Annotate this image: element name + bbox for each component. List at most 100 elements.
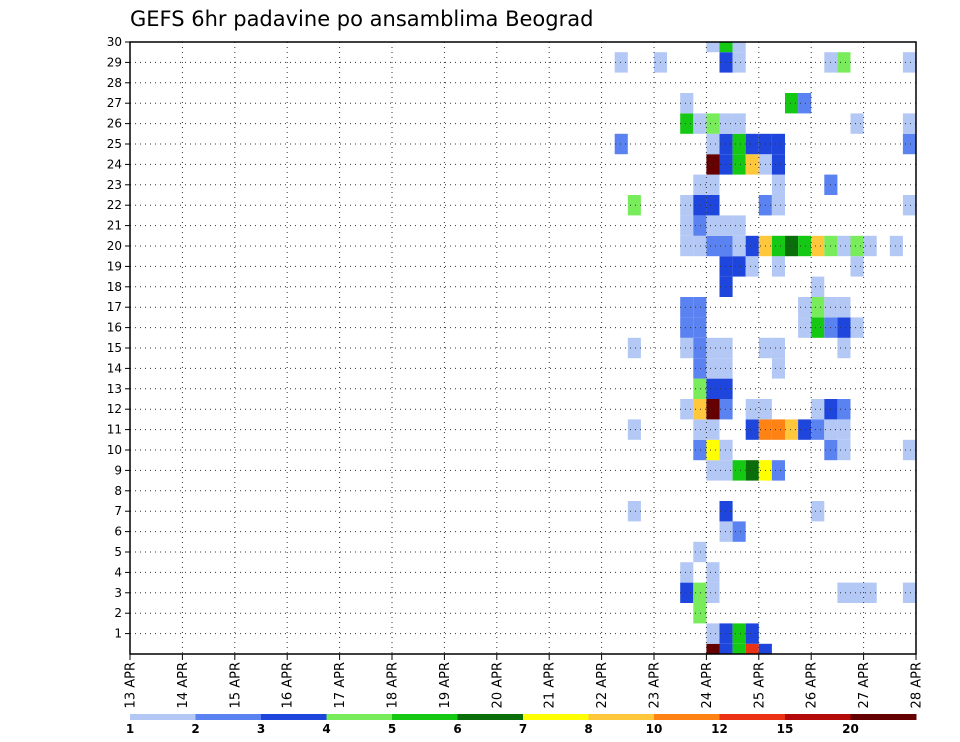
heatmap-cell <box>732 521 746 542</box>
heatmap-cell <box>798 235 812 257</box>
heatmap-cell <box>837 297 851 318</box>
heatmap-cell <box>837 337 851 359</box>
heatmap-cell <box>719 399 733 420</box>
heatmap-cell <box>680 93 694 114</box>
heatmap-cell <box>837 52 851 73</box>
x-axis: 13 APR 14 APR 15 APR 16 APR 17 APR 18 APR 19 A… <box>124 654 925 708</box>
colorbar-swatch <box>719 714 786 720</box>
heatmap-cell <box>680 235 694 257</box>
y-tick-label: 19 <box>107 259 122 273</box>
y-tick-label: 3 <box>114 586 122 600</box>
heatmap-cell <box>771 419 785 440</box>
heatmap-cell <box>719 337 733 359</box>
heatmap-cell <box>798 317 812 338</box>
heatmap-cell <box>693 174 707 195</box>
x-tick-label: 15 APR <box>228 662 243 708</box>
colorbar-swatch <box>850 714 917 720</box>
heatmap-cell <box>732 215 746 236</box>
heatmap-cell <box>798 93 812 114</box>
heatmap-cell <box>771 154 785 175</box>
colorbar-swatch <box>326 714 393 720</box>
heatmap-cell <box>745 643 759 654</box>
heatmap-cell <box>614 133 628 155</box>
heatmap-cell <box>732 133 746 155</box>
heatmap-cell <box>719 501 733 522</box>
chart-title: GEFS 6hr padavine po ansamblima Beograd <box>130 7 593 31</box>
heatmap-cell <box>706 378 720 399</box>
heatmap-cell <box>680 113 694 134</box>
colorbar-label: 12 <box>711 722 728 736</box>
heatmap-cell <box>719 439 733 461</box>
heatmap-cell <box>785 419 799 440</box>
heatmap-cell <box>706 133 720 155</box>
heatmap-cell <box>706 562 720 583</box>
heatmap-cell <box>693 582 707 603</box>
heatmap-cell <box>680 317 694 338</box>
heatmap-cell <box>758 643 772 654</box>
y-tick-label: 2 <box>114 606 122 620</box>
y-tick-label: 27 <box>107 96 122 110</box>
colorbar-swatch <box>261 714 327 720</box>
x-tick-label: 13 APR <box>124 662 139 708</box>
heatmap-cell <box>706 460 720 481</box>
y-axis: 1234567891011121314151617181920212223242… <box>107 35 130 641</box>
y-tick-label: 4 <box>114 565 122 579</box>
heatmap-cell <box>745 235 759 257</box>
heatmap-cell <box>719 133 733 155</box>
heatmap-cell <box>627 337 641 359</box>
heatmap-cell <box>837 419 851 440</box>
y-tick-label: 16 <box>107 321 122 335</box>
x-tick-label: 25 APR <box>752 662 767 708</box>
heatmap-cell <box>693 541 707 563</box>
heatmap-cell <box>706 42 720 53</box>
heatmap-cell <box>785 93 799 114</box>
y-tick-label: 24 <box>107 157 122 171</box>
y-tick-label: 14 <box>107 361 122 375</box>
heatmap-cell <box>732 643 746 654</box>
heatmap-cell <box>680 195 694 216</box>
plot-frame <box>129 41 917 655</box>
heatmap-cell <box>771 174 785 195</box>
heatmap-cell <box>706 582 720 603</box>
x-tick-label: 27 APR <box>857 662 872 708</box>
colorbar-swatch <box>588 714 655 720</box>
heatmap-cell <box>771 460 785 481</box>
colorbar-label: 6 <box>453 722 461 736</box>
heatmap-cell <box>627 195 641 216</box>
colorbar-label: 1 <box>126 722 134 736</box>
heatmap-cell <box>706 215 720 236</box>
heatmap-cell <box>706 358 720 379</box>
y-tick-label: 17 <box>107 300 122 314</box>
colorbar-label: 5 <box>388 722 396 736</box>
colorbar-label: 15 <box>777 722 794 736</box>
heatmap-cell <box>706 623 720 644</box>
y-tick-label: 18 <box>107 280 122 294</box>
heatmap-cell <box>719 643 733 654</box>
y-tick-label: 25 <box>107 137 122 151</box>
heatmap-cell <box>680 337 694 359</box>
y-tick-label: 22 <box>107 198 122 212</box>
y-tick-label: 30 <box>107 35 122 49</box>
heatmap-cell <box>745 399 759 420</box>
colorbar-swatch <box>785 714 851 720</box>
heatmap-cell <box>745 623 759 644</box>
x-tick-label: 26 APR <box>805 662 820 708</box>
heatmap-cell <box>771 337 785 359</box>
y-tick-label: 8 <box>114 484 122 498</box>
heatmap-cell <box>732 460 746 481</box>
heatmap-cell <box>850 317 864 338</box>
heatmap-cell <box>680 562 694 583</box>
y-tick-label: 20 <box>107 239 122 253</box>
heatmap-cell <box>719 52 733 73</box>
heatmap-cell <box>693 235 707 257</box>
x-tick-label: 23 APR <box>648 662 663 708</box>
colorbar-swatch <box>392 714 458 720</box>
heatmap-cell <box>706 399 720 420</box>
colorbar-label: 10 <box>646 722 663 736</box>
heatmap-cell <box>719 521 733 542</box>
colorbar-label: 3 <box>257 722 265 736</box>
heatmap-cell <box>732 113 746 134</box>
y-tick-label: 9 <box>114 463 122 477</box>
heatmap-cell <box>837 582 851 603</box>
